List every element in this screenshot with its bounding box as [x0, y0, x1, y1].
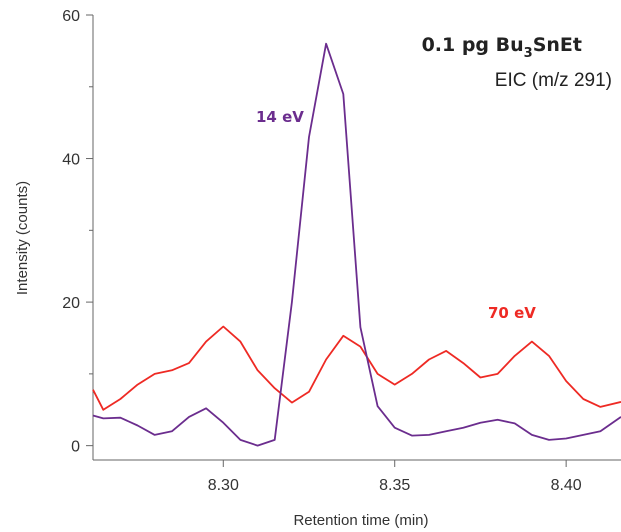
chart-subtitle: EIC (m/z 291) — [495, 70, 612, 91]
x-tick-label: 8.35 — [379, 477, 410, 494]
axis-ticks: 0 20 40 60 8.30 8.35 8.40 — [62, 8, 582, 494]
series-line-70-ev — [92, 325, 621, 411]
y-axis-title: Intensity (counts) — [14, 181, 31, 295]
series-layer — [92, 42, 621, 447]
y-tick-label: 40 — [62, 152, 80, 169]
series-label-70ev: 70 eV — [488, 304, 536, 322]
y-tick-label: 20 — [62, 295, 80, 312]
x-axis-title: Retention time (min) — [293, 512, 428, 529]
series-label-14ev: 14 eV — [256, 108, 304, 126]
x-tick-label: 8.40 — [551, 477, 582, 494]
y-tick-label: 60 — [62, 8, 80, 25]
chart-title: 0.1 pg Bu3SnEt — [422, 34, 582, 61]
plot-area: 0 20 40 60 8.30 8.35 8.40 — [62, 8, 621, 494]
y-tick-label: 0 — [71, 439, 80, 456]
x-tick-label: 8.30 — [208, 477, 239, 494]
series-line-14-ev — [92, 42, 621, 447]
